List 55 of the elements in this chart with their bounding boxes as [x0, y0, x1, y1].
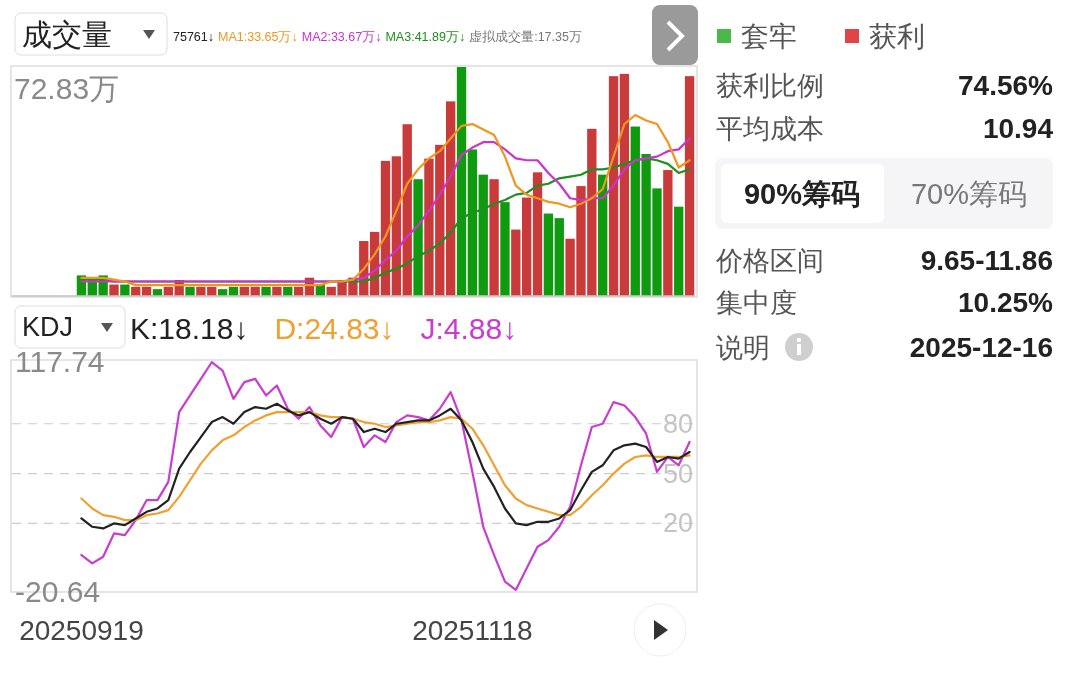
- bar: [619, 73, 630, 296]
- bar: [608, 76, 619, 296]
- text: 74.56%: [958, 70, 1054, 101]
- chart-title: 成交量: [22, 17, 112, 51]
- text: K:18.18↓: [130, 312, 249, 345]
- y-tick-label: 50: [662, 458, 693, 489]
- bar: [109, 284, 119, 296]
- annotation: 72.83万: [14, 71, 120, 105]
- legend-label: 套牢: [741, 21, 797, 52]
- bar: [456, 67, 467, 296]
- bar: [413, 179, 423, 296]
- bar: [489, 179, 499, 296]
- chart-title: KDJ: [22, 312, 74, 342]
- chart-subtitle: 75761↓: [173, 30, 215, 44]
- bar: [120, 284, 130, 296]
- text: 70%筹码: [910, 178, 1028, 210]
- bar: [511, 229, 521, 296]
- text: MA3:41.89万↓: [385, 30, 466, 44]
- bar: [261, 286, 271, 296]
- text: 虚拟成交量:17.35万: [469, 29, 582, 44]
- text: 9.65-11.86: [920, 245, 1053, 276]
- text: 10.25%: [958, 287, 1054, 318]
- x-tick-label: 20250919: [19, 615, 144, 646]
- text: 平均成本: [716, 114, 824, 144]
- y-tick-label: 80: [662, 408, 693, 439]
- bar: [185, 286, 195, 296]
- bar: [272, 286, 282, 296]
- text: 集中度: [716, 288, 797, 318]
- x-tick-label: 20251118: [412, 615, 533, 646]
- text: 获利比例: [716, 71, 824, 101]
- text: 说明: [716, 333, 770, 363]
- text: MA2:33.67万↓: [301, 30, 382, 44]
- bar: [532, 172, 543, 296]
- text: 价格区间: [715, 246, 824, 276]
- y2-tick-label: 117.74: [15, 344, 105, 378]
- bar: [543, 213, 554, 296]
- text: 90%筹码: [743, 178, 861, 210]
- bar: [554, 218, 564, 296]
- legend-label: 获利: [869, 21, 925, 52]
- text: 2025-12-16: [909, 332, 1053, 363]
- series-label: J:4.88↓: [420, 312, 518, 345]
- bar: [478, 174, 488, 296]
- bar: [445, 101, 456, 296]
- text: MA1:33.65万↓: [218, 30, 298, 44]
- bar: [663, 170, 673, 296]
- y-tick-label: 20: [662, 508, 693, 539]
- bar: [674, 206, 684, 296]
- bar: [500, 202, 510, 296]
- bar: [402, 124, 412, 296]
- text: 10.94: [982, 113, 1054, 144]
- bar: [684, 76, 695, 296]
- text: D:24.83↓: [274, 312, 395, 345]
- bar: [522, 197, 532, 296]
- bar: [467, 149, 478, 296]
- y2-tick-label: -20.64: [15, 574, 101, 608]
